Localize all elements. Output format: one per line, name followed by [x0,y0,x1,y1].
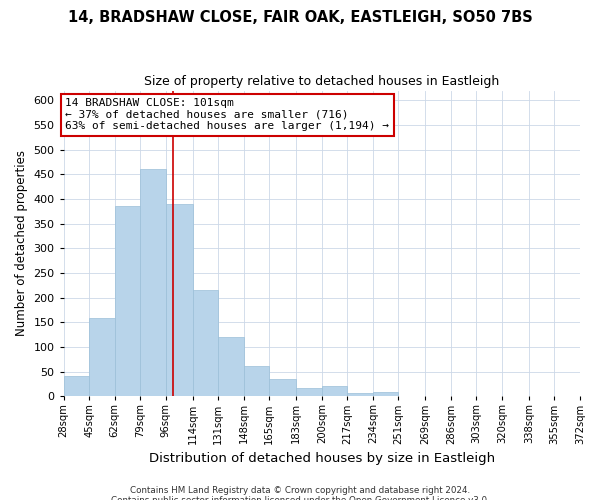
Title: Size of property relative to detached houses in Eastleigh: Size of property relative to detached ho… [144,75,499,88]
Bar [166,204,193,396]
Text: Contains HM Land Registry data © Crown copyright and database right 2024.: Contains HM Land Registry data © Crown c… [130,486,470,495]
Bar [115,206,140,396]
Bar [269,379,296,396]
Y-axis label: Number of detached properties: Number of detached properties [15,150,28,336]
Bar [347,393,373,396]
Bar [89,318,115,396]
Bar [296,388,322,396]
Bar [64,376,89,396]
Bar [244,366,269,396]
Text: 14, BRADSHAW CLOSE, FAIR OAK, EASTLEIGH, SO50 7BS: 14, BRADSHAW CLOSE, FAIR OAK, EASTLEIGH,… [68,10,532,25]
Bar [218,337,244,396]
Text: 14 BRADSHAW CLOSE: 101sqm
← 37% of detached houses are smaller (716)
63% of semi: 14 BRADSHAW CLOSE: 101sqm ← 37% of detac… [65,98,389,131]
Bar [322,386,347,396]
Bar [373,392,398,396]
Text: Contains public sector information licensed under the Open Government Licence v3: Contains public sector information licen… [110,496,490,500]
Bar [193,290,218,397]
X-axis label: Distribution of detached houses by size in Eastleigh: Distribution of detached houses by size … [149,452,495,465]
Bar [140,170,166,396]
